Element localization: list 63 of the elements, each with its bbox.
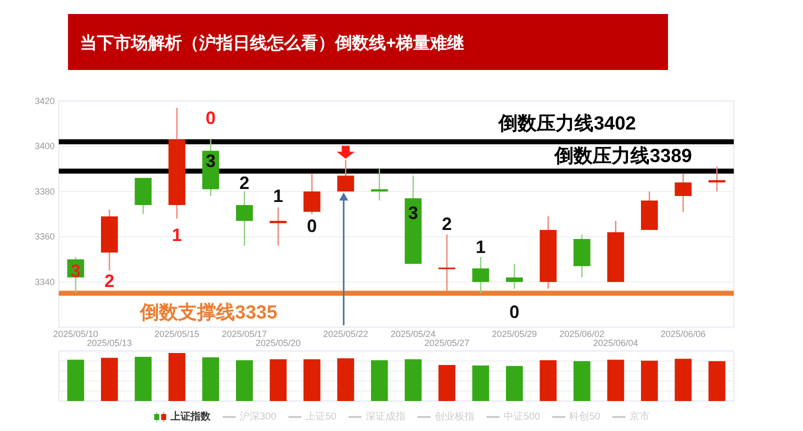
bar	[270, 359, 287, 401]
x-tick-label: 2025/05/13	[86, 338, 132, 348]
candlestick	[303, 172, 320, 215]
legend-label: 上证指数	[170, 410, 212, 422]
bar	[640, 360, 658, 401]
candlestick	[337, 159, 354, 192]
x-tick-label: 2025/05/22	[323, 329, 368, 340]
bar	[540, 360, 557, 401]
candlestick	[236, 190, 253, 246]
annotation: 3	[70, 261, 81, 281]
y-tick-label: 3360	[34, 232, 55, 242]
candlestick	[506, 263, 523, 290]
bar	[67, 360, 84, 401]
y-tick-label: 3400	[34, 141, 55, 152]
y-tick-label: 3380	[34, 186, 55, 196]
bar	[202, 357, 220, 401]
bar	[168, 353, 186, 401]
x-tick-label: 2025/05/29	[492, 329, 537, 340]
y-tick-label: 3340	[34, 276, 55, 287]
annotation: 0	[206, 108, 216, 128]
candlestick	[674, 172, 692, 212]
bar	[404, 359, 422, 401]
annotation: 2	[442, 214, 452, 234]
bar	[472, 365, 490, 401]
candlestick	[438, 234, 456, 292]
bar	[573, 361, 590, 401]
y-tick-label: 3420	[34, 96, 55, 106]
x-tick-label: 2025/05/15	[154, 329, 200, 340]
candlestick	[708, 166, 726, 192]
x-tick-label: 2025/06/02	[559, 329, 604, 340]
x-tick-label: 2025/05/10	[53, 329, 98, 340]
annotation: 1	[476, 237, 486, 257]
bar	[236, 360, 253, 401]
x-tick-label: 2025/05/17	[222, 329, 267, 340]
annotation: 0	[306, 216, 317, 236]
x-tick-label: 2025/06/04	[593, 338, 638, 348]
annotation: 1	[172, 225, 182, 245]
x-tick-label: 2025/05/20	[256, 338, 301, 348]
annotation: 1	[273, 186, 284, 206]
annotation: 3	[206, 151, 216, 171]
annotation: 3	[408, 203, 418, 223]
x-tick-label: 2025/05/27	[424, 338, 470, 348]
x-tick-label: 2025/06/06	[660, 329, 706, 340]
candlestick	[472, 256, 490, 294]
chart-title: 当下市场解析（沪指日线怎么看）倒数线+梯量难继	[80, 34, 464, 52]
bar	[303, 359, 320, 401]
bar	[607, 360, 624, 401]
bar	[674, 358, 692, 401]
annotation: 2	[104, 271, 114, 291]
bar	[100, 358, 118, 401]
x-tick-label: 2025/05/24	[390, 329, 436, 340]
bar	[370, 360, 388, 401]
ref-line-label: 倒数压力线3402	[498, 112, 636, 135]
bar	[438, 365, 456, 401]
ref-line-label: 倒数压力线3389	[554, 145, 692, 168]
bar	[337, 358, 354, 401]
ref-line-label: 倒数支撑线3335	[139, 301, 278, 324]
bar	[708, 361, 726, 401]
annotation: 2	[239, 173, 250, 193]
bar	[134, 356, 152, 401]
annotation: 0	[509, 302, 520, 322]
candlestick	[370, 168, 388, 202]
bar	[506, 366, 523, 401]
